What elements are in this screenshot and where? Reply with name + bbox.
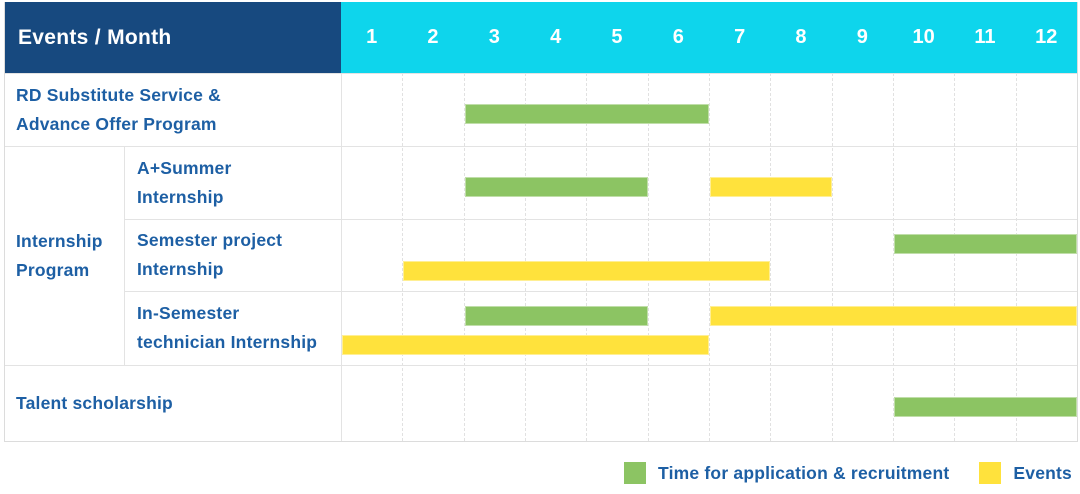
- gantt-bar-application: [465, 104, 709, 124]
- month-header: 1 2 3 4 5 6 7 8 9 10 11 12: [341, 2, 1077, 73]
- month-gridline: [770, 73, 771, 441]
- gantt-row-chart: [341, 146, 1077, 219]
- gantt-row-chart: [341, 73, 1077, 146]
- sub-row-label: Semester project: [137, 230, 283, 250]
- sub-label-cell: In-Semester technician Internship: [124, 291, 341, 365]
- gantt-bar-application: [465, 177, 648, 197]
- sub-row-label: In-Semester: [137, 303, 240, 323]
- sub-row-label: A+Summer: [137, 157, 232, 178]
- month-gridline: [832, 73, 833, 441]
- gantt-bar-application: [894, 234, 1077, 254]
- month-header-cell: 4: [550, 26, 562, 48]
- gantt-bar-events: [403, 261, 770, 281]
- month-gridline: [525, 73, 526, 441]
- legend-swatch-application: [624, 462, 647, 484]
- sub-label-cell: A+Summer Internship: [124, 146, 341, 219]
- legend-swatch-events: [979, 462, 1002, 484]
- gantt-bar-events: [710, 306, 1077, 326]
- month-gridline: [1016, 73, 1017, 441]
- legend-item-events: Events: [979, 462, 1072, 484]
- group-label: Program: [16, 259, 90, 280]
- legend-label-events: Events: [1013, 462, 1072, 483]
- month-gridline: [648, 73, 649, 441]
- gantt-bar-events: [342, 335, 709, 355]
- row-label-cell: RD Substitute Service & Advance Offer Pro…: [5, 73, 341, 146]
- month-header-cell: 5: [611, 26, 623, 48]
- group-label-cell: Internship Program: [5, 146, 124, 365]
- row-divider: [124, 219, 1077, 220]
- month-header-cell: 1: [366, 26, 378, 48]
- sub-row-label: Internship: [137, 186, 224, 207]
- legend-label-application: Time for application & recruitment: [658, 462, 950, 483]
- month-header-cell: 9: [856, 26, 868, 48]
- row-label: Advance Offer Program: [16, 113, 217, 134]
- month-gridline: [893, 73, 894, 441]
- header-title: Events / Month: [18, 25, 172, 49]
- row-label: Talent scholarship: [16, 392, 173, 413]
- month-gridline: [709, 73, 710, 441]
- header-events-month-cell: Events / Month: [5, 2, 341, 73]
- group-sub-divider: [124, 146, 125, 365]
- gantt-row-chart: [341, 291, 1077, 365]
- row-divider: [5, 365, 1077, 366]
- row-divider: [124, 291, 1077, 292]
- row-divider: [5, 73, 1077, 74]
- month-gridline: [464, 73, 465, 441]
- month-gridline: [954, 73, 955, 441]
- month-header-cell: 8: [795, 26, 807, 48]
- label-chart-divider: [341, 73, 342, 441]
- month-header-cell: 6: [672, 26, 684, 48]
- legend-item-application: Time for application & recruitment: [624, 462, 949, 484]
- month-header-cell: 11: [974, 26, 996, 48]
- row-divider: [5, 146, 1077, 147]
- month-header-cell: 12: [1035, 26, 1058, 48]
- legend: Time for application & recruitment Event…: [624, 462, 1072, 484]
- month-header-cell: 10: [912, 26, 935, 48]
- gantt-bar-events: [710, 177, 832, 197]
- row-label-cell: Talent scholarship: [5, 365, 341, 441]
- month-header-cell: 2: [427, 26, 439, 48]
- row-label: RD Substitute Service &: [16, 84, 221, 105]
- sub-row-label: technician Internship: [137, 332, 318, 352]
- gantt-row-chart: [341, 219, 1077, 291]
- month-header-cell: 7: [734, 26, 746, 48]
- gantt-row-chart: [341, 365, 1077, 441]
- gantt-table: Events / Month 1 2 3 4 5 6 7 8 9 10 11 12 RD Substi…: [4, 2, 1078, 442]
- month-gridline: [586, 73, 587, 441]
- gantt-bar-application: [465, 306, 648, 326]
- sub-row-label: Internship: [137, 259, 224, 279]
- month-gridline: [402, 73, 403, 441]
- month-header-cell: 3: [488, 26, 500, 48]
- gantt-bar-application: [894, 397, 1077, 417]
- group-label: Internship: [16, 230, 103, 251]
- sub-label-cell: Semester project Internship: [124, 219, 341, 291]
